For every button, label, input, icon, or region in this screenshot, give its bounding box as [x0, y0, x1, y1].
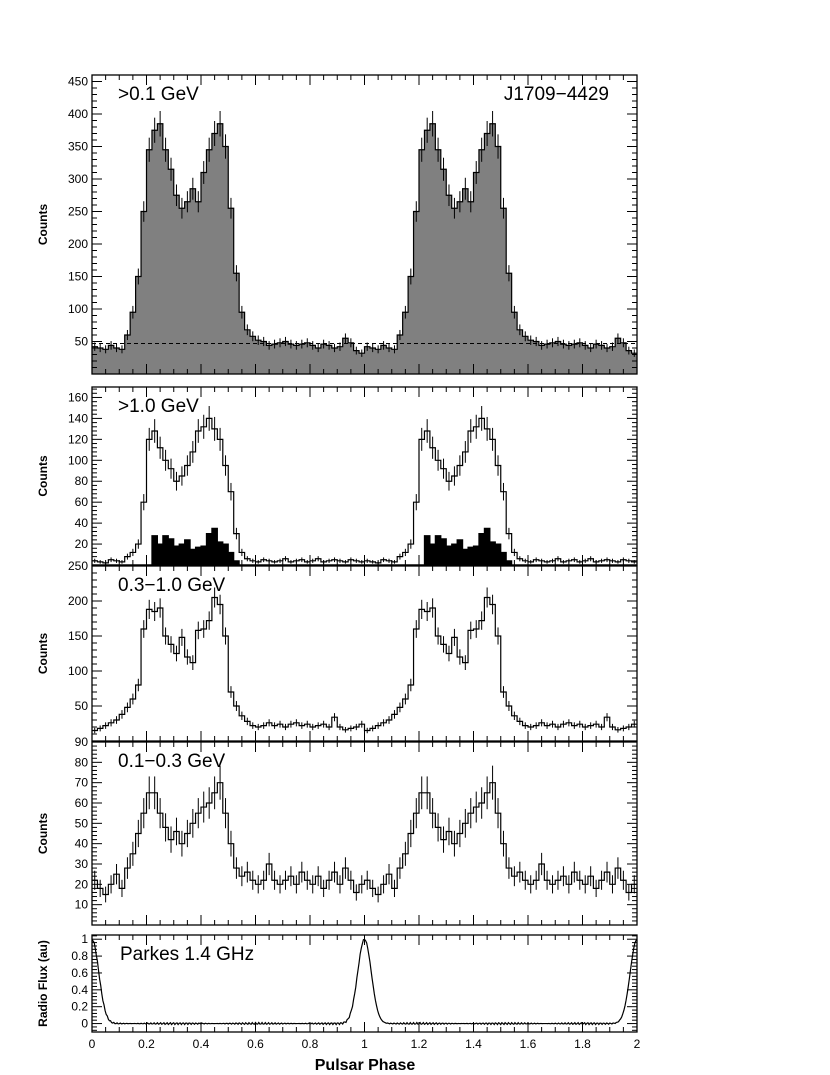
y-tick-label: 100: [68, 302, 88, 316]
x-tick-label: 1.2: [411, 1037, 428, 1051]
histogram-fill: [92, 528, 637, 565]
y-tick-label: 160: [68, 390, 88, 404]
x-tick-label: 1.8: [574, 1037, 591, 1051]
panel-title: 0.3−1.0 GeV: [118, 575, 226, 596]
y-tick-label: 60: [75, 796, 89, 810]
y-tick-label: 80: [75, 755, 89, 769]
x-tick-label: 2: [634, 1037, 641, 1051]
x-tick-label: 1: [361, 1037, 368, 1051]
y-tick-label: 70: [75, 776, 89, 790]
y-tick-label: 150: [68, 270, 88, 284]
y-tick-label: 1: [81, 932, 88, 946]
y-tick-label: 50: [75, 699, 89, 713]
x-tick-label: 1.6: [520, 1037, 537, 1051]
y-tick-label: 50: [75, 816, 89, 830]
panel-title: Parkes 1.4 GHz: [120, 944, 254, 965]
x-axis-label: Pulsar Phase: [315, 1057, 416, 1074]
panel-3: 50 100 150 200 250 Counts 0.3−1.0 GeV: [36, 559, 638, 742]
x-tick-label: 0.2: [138, 1037, 155, 1051]
y-tick-label: 30: [75, 857, 89, 871]
panel-1: 50 100 150 200 250 300 350 400 450 Counts >0.1 GeV…: [36, 74, 638, 375]
panel-title: >0.1 GeV: [118, 84, 199, 105]
y-axis-label: Counts: [36, 633, 50, 675]
y-tick-label: 300: [68, 172, 88, 186]
x-tick-label: 0.4: [193, 1037, 210, 1051]
y-tick-label: 200: [68, 237, 88, 251]
histogram-series-1: [92, 596, 637, 732]
pulsar-name-label: J1709−4429: [504, 84, 609, 105]
y-tick-label: 150: [68, 629, 88, 643]
y-tick-label: 200: [68, 594, 88, 608]
y-tick-label: 140: [68, 411, 88, 425]
panel-5: 0 0.2 0.4 0.6 0.8 1 Radio Flux (au) Parkes 1.4 …: [36, 932, 638, 1033]
panel-title: 0.1−0.3 GeV: [118, 751, 226, 772]
panel-2: 20 40 60 80 100 120 140 160 Counts >1.0 GeV: [36, 386, 638, 566]
x-tick-label: 0.6: [247, 1037, 264, 1051]
y-tick-label: 10: [75, 898, 89, 912]
y-tick-label: 100: [68, 453, 88, 467]
y-tick-label: 0: [81, 1017, 88, 1031]
y-tick-label: 120: [68, 432, 88, 446]
x-tick-label: 0.8: [302, 1037, 319, 1051]
panel-title: >1.0 GeV: [118, 396, 199, 417]
y-tick-label: 0.2: [71, 1000, 88, 1014]
y-tick-label: 90: [75, 735, 89, 749]
histogram-series-1: [92, 782, 637, 896]
panel-4: 10 20 30 40 50 60 70 80 90 Counts 0.1−0.3 GeV: [36, 735, 638, 926]
y-axis-label: Counts: [36, 455, 50, 497]
y-tick-label: 450: [68, 75, 88, 89]
y-axis-label: Radio Flux (au): [36, 940, 50, 1027]
y-axis-label: Counts: [36, 204, 50, 246]
y-axis-label: Counts: [36, 813, 50, 855]
y-tick-label: 350: [68, 140, 88, 154]
y-tick-label: 100: [68, 664, 88, 678]
y-tick-label: 0.8: [71, 949, 88, 963]
x-tick-label: 1.4: [465, 1037, 482, 1051]
histogram-series-1: [92, 123, 637, 354]
y-tick-label: 80: [75, 474, 89, 488]
y-tick-label: 40: [75, 516, 89, 530]
y-tick-label: 50: [75, 335, 89, 349]
y-tick-label: 400: [68, 107, 88, 121]
y-tick-label: 60: [75, 495, 89, 509]
y-tick-label: 250: [68, 205, 88, 219]
x-tick-label: 0: [89, 1037, 96, 1051]
y-tick-label: 0.6: [71, 966, 88, 980]
y-tick-label: 20: [75, 537, 89, 551]
histogram-fill: [92, 123, 637, 374]
y-tick-label: 0.4: [71, 983, 88, 997]
y-tick-label: 40: [75, 837, 89, 851]
y-tick-label: 250: [68, 559, 88, 573]
y-tick-label: 20: [75, 877, 89, 891]
